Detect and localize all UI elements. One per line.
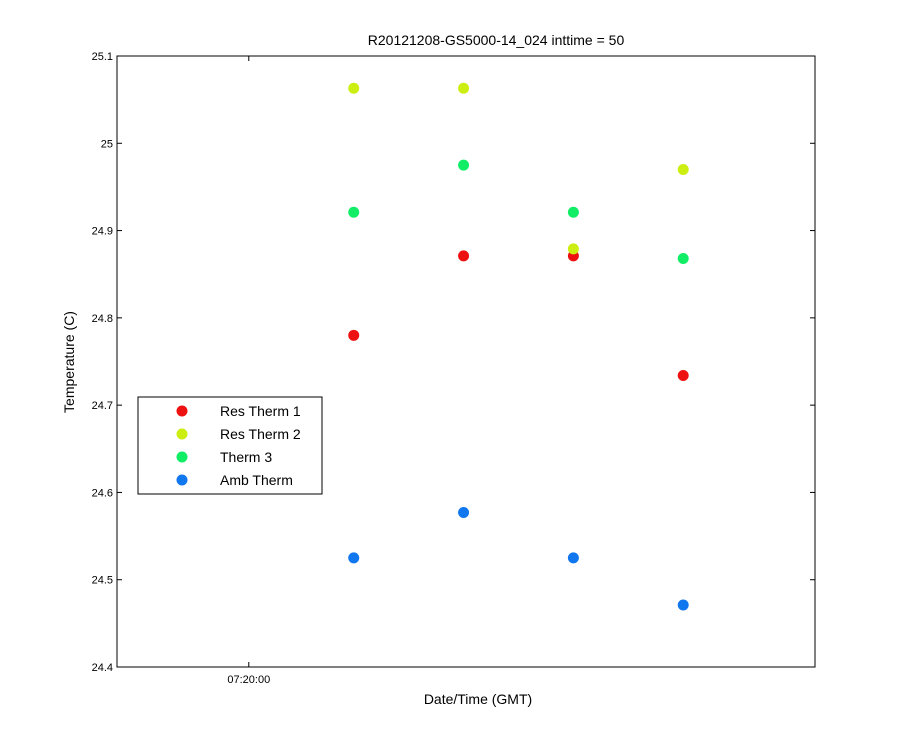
y-tick-label: 24.8 bbox=[92, 313, 113, 325]
y-tick-label: 25.1 bbox=[92, 51, 113, 63]
legend-label: Res Therm 1 bbox=[220, 403, 301, 419]
legend-label: Res Therm 2 bbox=[220, 426, 301, 442]
data-point bbox=[677, 369, 689, 381]
data-point bbox=[677, 163, 689, 175]
y-tick-label: 24.7 bbox=[92, 400, 113, 412]
y-tick-label: 24.5 bbox=[92, 575, 113, 587]
y-axis-label: Temperature (C) bbox=[61, 311, 77, 413]
legend-box bbox=[137, 396, 323, 495]
y-tick-label: 24.9 bbox=[92, 226, 113, 238]
legend-marker bbox=[176, 428, 188, 440]
data-point bbox=[348, 82, 360, 94]
chart-title: R20121208-GS5000-14_024 inttime = 50 bbox=[368, 32, 625, 48]
data-point bbox=[458, 159, 470, 171]
data-point bbox=[567, 243, 579, 255]
x-tick-label: 07:20:00 bbox=[227, 674, 270, 686]
data-point bbox=[458, 250, 470, 262]
legend-marker bbox=[176, 451, 188, 463]
data-point bbox=[348, 206, 360, 218]
legend: Res Therm 1 Res Therm 2 Therm 3 Amb Therm bbox=[137, 396, 323, 495]
y-axis-ticks: 24.4 24.5 24.6 24.7 24.8 24.9 25 25.1 bbox=[92, 51, 815, 674]
data-points bbox=[348, 82, 689, 611]
y-tick-label: 24.4 bbox=[92, 662, 113, 674]
legend-marker bbox=[176, 474, 188, 486]
data-point bbox=[458, 507, 470, 519]
data-point bbox=[567, 206, 579, 218]
y-tick-label: 25 bbox=[101, 138, 113, 150]
plot-area bbox=[116, 55, 816, 668]
data-point bbox=[677, 253, 689, 265]
data-point bbox=[677, 599, 689, 611]
data-point bbox=[348, 552, 360, 564]
x-axis-label: Date/Time (GMT) bbox=[424, 691, 532, 707]
data-point bbox=[567, 552, 579, 564]
x-axis-ticks: 07:20:00 bbox=[227, 56, 270, 686]
y-tick-label: 24.6 bbox=[92, 487, 113, 499]
data-point bbox=[348, 329, 360, 341]
legend-label: Therm 3 bbox=[220, 449, 272, 465]
legend-marker bbox=[176, 405, 188, 417]
data-point bbox=[458, 82, 470, 94]
legend-label: Amb Therm bbox=[220, 472, 293, 488]
